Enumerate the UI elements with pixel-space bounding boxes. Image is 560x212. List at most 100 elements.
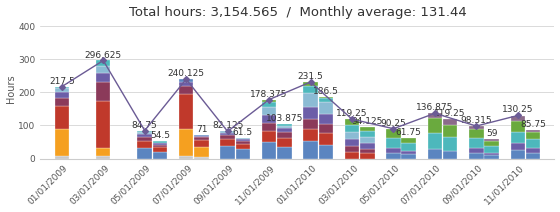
Bar — [345, 152, 359, 159]
Bar — [220, 146, 235, 159]
Bar — [402, 154, 416, 159]
Text: 84.75: 84.75 — [132, 121, 157, 130]
Bar — [194, 136, 209, 137]
Text: 119.25: 119.25 — [435, 109, 466, 118]
Bar — [319, 145, 333, 159]
Y-axis label: Hours: Hours — [6, 75, 16, 103]
Bar — [319, 133, 333, 145]
Text: 103.875: 103.875 — [265, 114, 303, 123]
Text: 296.625: 296.625 — [85, 50, 122, 60]
Bar — [526, 148, 540, 153]
Bar — [360, 127, 375, 131]
Bar — [360, 149, 375, 153]
Bar — [443, 125, 458, 137]
Bar — [220, 139, 235, 146]
Bar — [262, 131, 276, 142]
Bar — [179, 130, 193, 156]
Bar — [262, 123, 276, 131]
Bar — [484, 155, 499, 159]
Bar — [137, 148, 152, 159]
Bar — [511, 143, 525, 150]
Text: 61.5: 61.5 — [233, 128, 253, 137]
Bar — [360, 137, 375, 143]
Bar — [526, 132, 540, 139]
Bar — [345, 139, 359, 146]
Bar — [153, 143, 167, 145]
Text: 98.315: 98.315 — [460, 116, 492, 125]
Bar — [526, 153, 540, 159]
Bar — [96, 148, 110, 156]
Bar — [304, 141, 318, 159]
Bar — [96, 73, 110, 82]
Bar — [304, 129, 318, 141]
Text: 240.125: 240.125 — [167, 69, 204, 78]
Bar — [319, 102, 333, 114]
Bar — [153, 145, 167, 147]
Text: 82.125: 82.125 — [212, 121, 243, 130]
Bar — [153, 141, 167, 143]
Bar — [262, 102, 276, 107]
Bar — [526, 130, 540, 132]
Bar — [236, 139, 250, 141]
Bar — [386, 148, 400, 153]
Bar — [96, 60, 110, 66]
Text: 119.25: 119.25 — [336, 109, 368, 118]
Bar — [220, 131, 235, 133]
Bar — [179, 82, 193, 86]
Bar — [236, 138, 250, 139]
Bar — [194, 157, 209, 159]
Text: 231.5: 231.5 — [297, 72, 323, 81]
Bar — [386, 129, 400, 138]
Bar — [526, 139, 540, 148]
Bar — [484, 146, 499, 153]
Text: 54.5: 54.5 — [150, 131, 170, 139]
Bar — [428, 118, 442, 133]
Text: 94.125: 94.125 — [352, 117, 383, 126]
Bar — [402, 138, 416, 143]
Bar — [54, 156, 69, 159]
Bar — [96, 82, 110, 101]
Bar — [469, 138, 484, 148]
Bar — [277, 124, 292, 126]
Bar — [137, 132, 152, 134]
Text: 90.25: 90.25 — [381, 119, 406, 128]
Bar — [511, 150, 525, 159]
Bar — [277, 126, 292, 128]
Bar — [511, 132, 525, 143]
Text: 186.5: 186.5 — [313, 87, 339, 96]
Bar — [137, 137, 152, 141]
Text: 71: 71 — [196, 125, 207, 134]
Bar — [319, 97, 333, 98]
Bar — [262, 142, 276, 159]
Bar — [469, 129, 484, 138]
Bar — [179, 94, 193, 130]
Bar — [54, 92, 69, 98]
Bar — [262, 100, 276, 102]
Bar — [220, 135, 235, 139]
Bar — [96, 101, 110, 148]
Bar — [194, 140, 209, 147]
Bar — [484, 141, 499, 146]
Bar — [277, 138, 292, 147]
Bar — [484, 153, 499, 155]
Bar — [304, 107, 318, 119]
Bar — [304, 119, 318, 129]
Bar — [511, 116, 525, 121]
Bar — [443, 119, 458, 125]
Bar — [96, 156, 110, 159]
Bar — [469, 148, 484, 153]
Bar — [443, 151, 458, 159]
Bar — [304, 86, 318, 93]
Text: 130.25: 130.25 — [502, 106, 534, 114]
Bar — [194, 137, 209, 140]
Bar — [469, 126, 484, 129]
Bar — [304, 82, 318, 86]
Bar — [194, 147, 209, 157]
Bar — [345, 125, 359, 132]
Bar — [443, 137, 458, 151]
Bar — [54, 98, 69, 106]
Bar — [345, 132, 359, 139]
Bar — [194, 135, 209, 136]
Text: 217.5: 217.5 — [49, 77, 74, 86]
Bar — [262, 107, 276, 115]
